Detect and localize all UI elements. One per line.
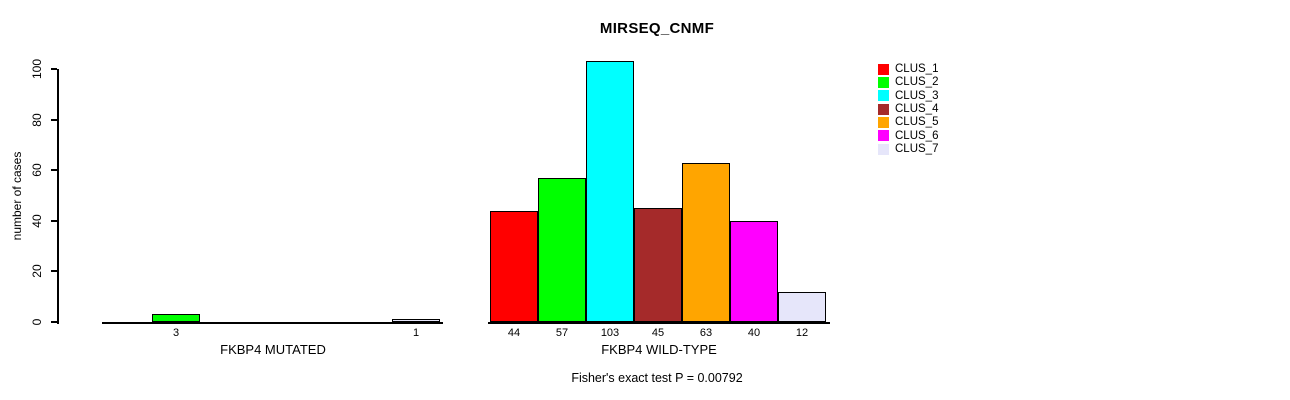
y-tick-label: 80 [30,112,44,127]
y-tick [51,68,57,70]
bar-count-label: 3 [172,327,180,339]
bar-count-label: 45 [651,327,665,339]
legend-item-label: CLUS_2 [895,76,939,89]
y-tick-label: 60 [30,163,44,177]
legend-item-label: CLUS_4 [895,103,939,116]
bar-count-label: 1 [412,327,420,339]
fisher-test-label: Fisher's exact test P = 0.00792 [571,371,743,385]
y-tick-label: 20 [30,264,44,279]
bar-count-label: 40 [747,327,761,339]
bar-clus_2 [538,177,586,322]
legend-swatch [878,103,889,115]
y-tick [51,270,57,273]
legend-swatch [878,63,889,75]
bar-clus_7 [778,291,826,322]
bar-clus_7 [392,319,440,322]
legend-item: CLUS_5 [878,116,938,128]
y-tick-label: 40 [30,214,44,228]
legend-item: CLUS_3 [878,90,938,102]
legend-item: CLUS_7 [878,143,938,155]
legend-item: CLUS_4 [878,103,938,115]
legend-swatch [878,90,889,102]
y-tick-label: 0 [30,318,44,326]
y-axis-label: number of cases [10,151,24,241]
legend-swatch [878,130,889,142]
bar-count-label: 103 [600,327,620,339]
group-label-mutated: FKBP4 MUTATED [220,342,326,357]
y-axis-line [57,69,59,324]
y-tick [51,169,57,172]
legend-item-label: CLUS_6 [895,129,939,142]
bar-count-label: 12 [795,327,809,339]
y-tick [51,219,57,222]
y-tick-label: 100 [30,58,44,80]
y-tick [51,118,57,121]
legend-swatch [878,76,889,88]
x-axis-baseline [488,322,830,324]
x-axis-baseline [102,322,443,324]
legend-item: CLUS_6 [878,130,938,142]
bar-count-label: 44 [507,327,521,339]
bar-count-label: 57 [555,327,569,339]
bar-clus_1 [490,210,538,322]
y-tick [51,321,57,323]
legend-item-label: CLUS_1 [895,63,939,75]
legend-swatch [878,116,889,128]
legend-item-label: CLUS_3 [895,89,939,102]
chart-title: MIRSEQ_CNMF [599,20,715,37]
bar-clus_6 [730,220,778,322]
legend-item-label: CLUS_5 [895,116,939,129]
bar-clus_5 [682,162,730,322]
group-label-wild-type: FKBP4 WILD-TYPE [601,342,717,357]
bar-count-label: 63 [699,327,713,339]
bar-clus_2 [152,314,200,322]
legend-item: CLUS_1 [878,63,938,75]
legend-item: CLUS_2 [878,76,938,88]
legend-swatch [878,143,889,155]
bar-clus_3 [586,61,634,322]
legend-item-label: CLUS_7 [895,143,939,156]
bar-clus_4 [634,208,682,322]
